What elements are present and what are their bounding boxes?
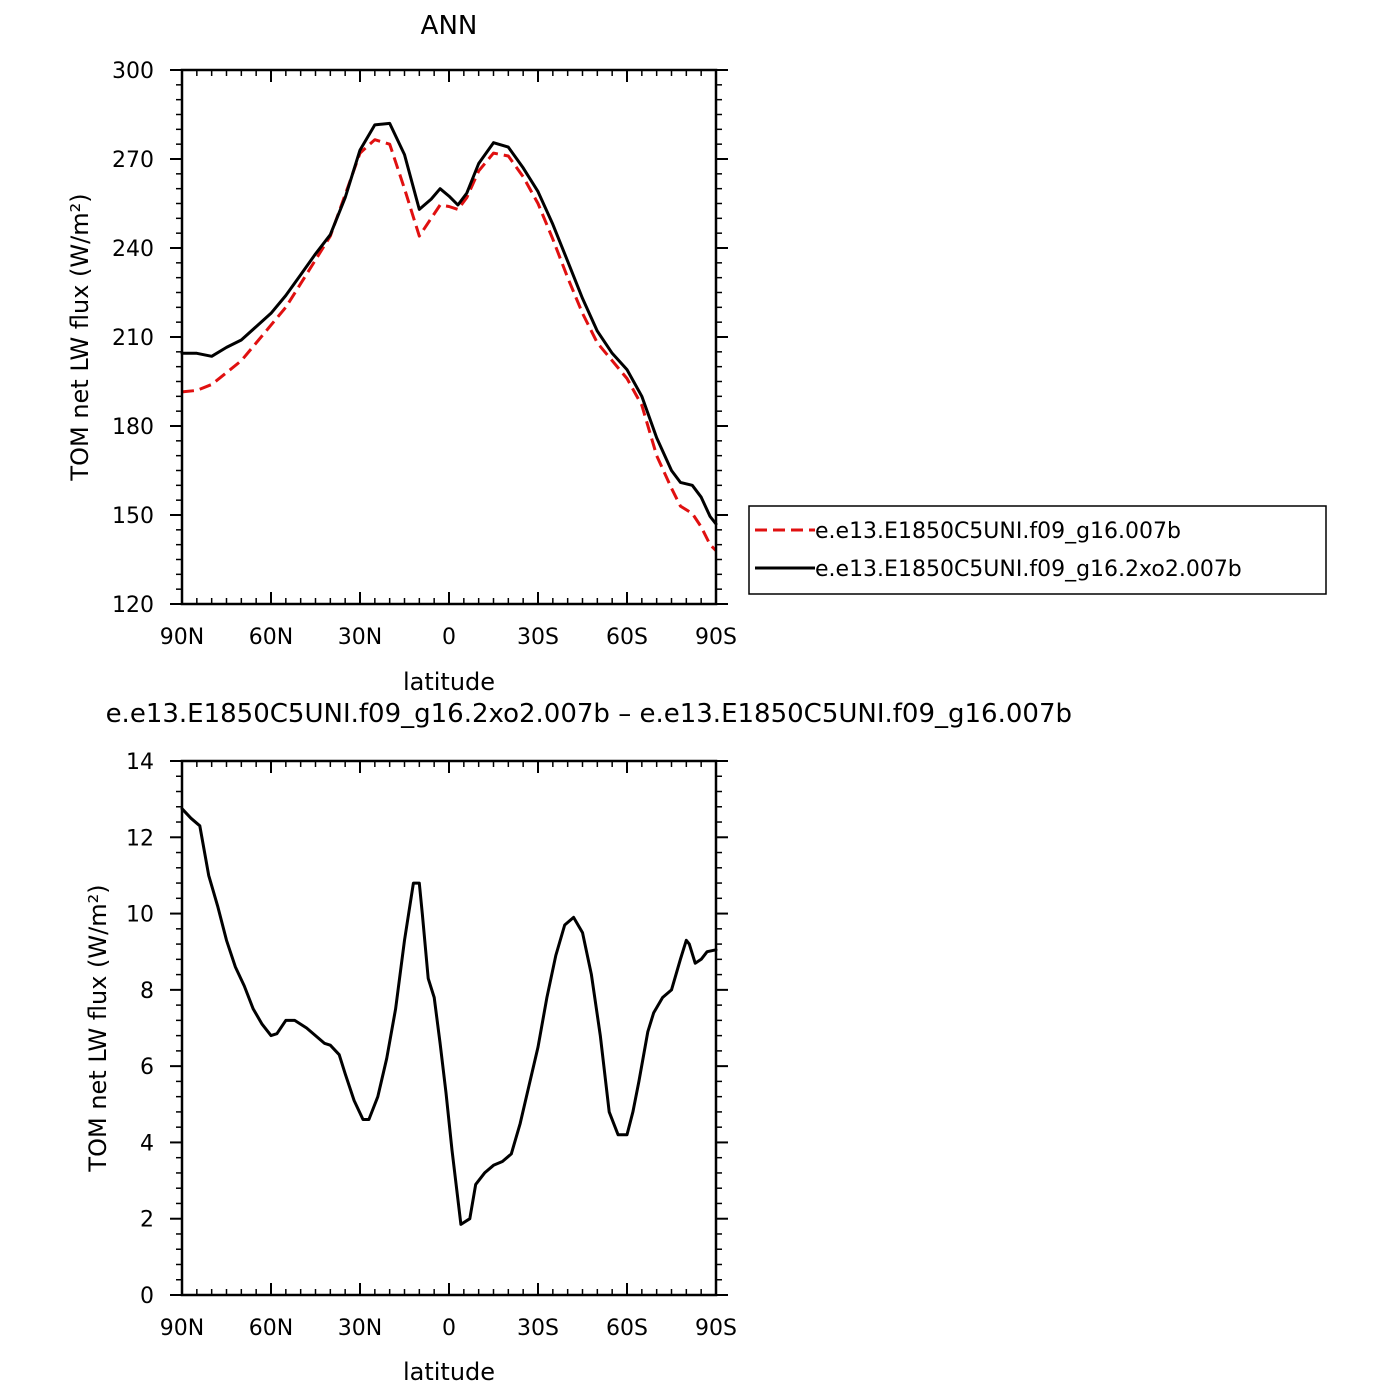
- bottom-chart-xlabel: latitude: [403, 1358, 495, 1386]
- x-tick-label: 90N: [160, 625, 204, 650]
- top-chart-title: ANN: [421, 11, 478, 41]
- x-tick-label: 90N: [160, 1316, 204, 1341]
- y-tick-label: 14: [126, 750, 154, 775]
- legend-entry-1: e.e13.E1850C5UNI.f09_g16.007b: [815, 519, 1181, 544]
- y-tick-label: 210: [112, 326, 154, 351]
- x-tick-label: 90S: [695, 1316, 737, 1341]
- x-tick-label: 30N: [338, 625, 382, 650]
- x-tick-label: 30S: [517, 625, 559, 650]
- x-tick-label: 90S: [695, 625, 737, 650]
- x-tick-label: 30S: [517, 1316, 559, 1341]
- x-tick-label: 0: [442, 1316, 456, 1341]
- y-tick-label: 240: [112, 237, 154, 262]
- x-tick-label: 60N: [249, 625, 293, 650]
- x-tick-label: 30N: [338, 1316, 382, 1341]
- y-tick-label: 180: [112, 415, 154, 440]
- bottom-chart: e.e13.E1850C5UNI.f09_g16.2xo2.007b – e.e…: [84, 699, 1072, 1386]
- x-tick-label: 60N: [249, 1316, 293, 1341]
- bottom-chart-plot: 90N 60N 30N 0 30S 60S 90S 0 2 4 6 8 10 12 14: [126, 750, 737, 1341]
- y-tick-label: 0: [140, 1284, 154, 1309]
- series-line-1: [180, 807, 718, 1226]
- top-chart: ANN 90N 60N 30N 0 30S 60S 90S 120 150 180 210 240 27…: [66, 11, 737, 696]
- x-tick-label: 60S: [606, 625, 648, 650]
- legend-box: [748, 505, 1327, 595]
- y-tick-label: 8: [140, 979, 154, 1004]
- legend: e.e13.E1850C5UNI.f09_g16.007b e.e13.E185…: [748, 505, 1327, 595]
- y-tick-label: 120: [112, 593, 154, 618]
- series-line-1: [181, 138, 718, 552]
- legend-entry-2: e.e13.E1850C5UNI.f09_g16.2xo2.007b: [815, 557, 1242, 582]
- y-tick-label: 6: [140, 1055, 154, 1080]
- y-tick-label: 150: [112, 504, 154, 529]
- y-tick-label: 270: [112, 148, 154, 173]
- y-tick-label: 4: [140, 1131, 154, 1156]
- y-tick-label: 10: [126, 903, 154, 928]
- series-line-2: [180, 121, 718, 526]
- top-chart-ylabel: TOM net LW flux (W/m²): [66, 193, 94, 481]
- bottom-chart-frame: [180, 759, 718, 1297]
- x-tick-label: 60S: [606, 1316, 648, 1341]
- top-chart-frame: [180, 68, 718, 606]
- bottom-chart-ylabel: TOM net LW flux (W/m²): [84, 884, 112, 1172]
- top-chart-xlabel: latitude: [403, 668, 495, 696]
- bottom-chart-title: e.e13.E1850C5UNI.f09_g16.2xo2.007b – e.e…: [106, 699, 1072, 729]
- y-tick-label: 12: [126, 826, 154, 851]
- y-tick-label: 2: [140, 1208, 154, 1233]
- x-tick-label: 0: [442, 625, 456, 650]
- y-tick-label: 300: [112, 59, 154, 84]
